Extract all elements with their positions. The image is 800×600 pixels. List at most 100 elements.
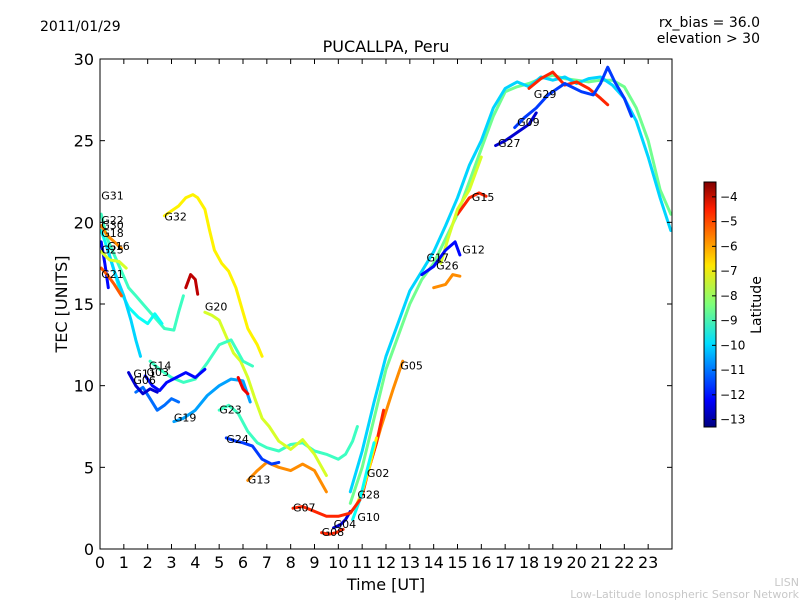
- x-tick-label: 19: [543, 553, 563, 572]
- x-axis-ticks: 0 1 2 3 4 5 6 7 8 9 10 11 12 13 14 15 16 17 18 19 20 21 22 23: [95, 59, 658, 572]
- prn-label-g30: G30: [101, 219, 124, 232]
- series-g15: [456, 191, 488, 216]
- chart-title: PUCALLPA, Peru: [323, 37, 450, 56]
- prn-label-g17: G17: [427, 252, 450, 265]
- y-tick-label: 15: [74, 295, 94, 314]
- y-tick-label: 10: [74, 377, 94, 396]
- x-tick-label: 22: [614, 553, 634, 572]
- series-g11: [127, 371, 159, 396]
- x-tick-label: 3: [166, 553, 176, 572]
- y-tick-label: 20: [74, 213, 94, 232]
- series-g18: [100, 240, 110, 290]
- prn-label-g22: G22: [101, 214, 124, 227]
- prn-label-g12: G12: [462, 243, 485, 256]
- series-g09: [513, 65, 633, 130]
- x-tick-label: 15: [447, 553, 467, 572]
- prn-label-g10: G10: [357, 511, 380, 524]
- prn-label-g25: G25: [101, 243, 124, 256]
- prn-label-g21: G21: [101, 268, 124, 281]
- prn-label-g29: G29: [534, 88, 557, 101]
- series-night-red: [236, 376, 250, 396]
- series-g13: [246, 460, 328, 494]
- series-layer: [100, 65, 672, 536]
- series-g06: [134, 385, 181, 412]
- footer-network: Low-Latitude Ionospheric Sensor Network: [570, 588, 799, 600]
- colorbar-tick-label: −7: [720, 264, 738, 278]
- colorbar-tick-label: −6: [720, 239, 738, 253]
- prn-label-g23: G23: [219, 403, 242, 416]
- prn-label-g09: G09: [517, 116, 540, 129]
- colorbar-tick-label: −5: [720, 215, 738, 229]
- prn-label-g15: G15: [472, 191, 495, 204]
- prn-label-g08: G08: [322, 526, 345, 539]
- prn-label-g18: G18: [101, 227, 124, 240]
- series-g16: [105, 247, 142, 358]
- x-tick-label: 14: [423, 553, 443, 572]
- y-tick-label: 25: [74, 132, 94, 151]
- x-tick-label: 13: [400, 553, 420, 572]
- series-main-day-2: [348, 75, 672, 494]
- series-g29: [527, 70, 610, 107]
- prn-label-g04: G04: [334, 518, 357, 531]
- x-tick-label: 18: [519, 553, 539, 572]
- y-tick-label: 30: [74, 50, 94, 69]
- colorbar-ticks: −4 −5 −6 −7 −8 −9 −10 −11 −12 −13: [712, 190, 745, 427]
- x-tick-label: 16: [471, 553, 491, 572]
- colorbar-tick-label: −4: [720, 190, 738, 204]
- x-tick-label: 2: [143, 553, 153, 572]
- series-g27: [494, 111, 538, 148]
- x-tick-label: 7: [262, 553, 272, 572]
- series-g21: [100, 266, 123, 298]
- y-axis-ticks: 0 5 10 15 20 25 30: [74, 50, 672, 559]
- y-tick-label: 5: [84, 458, 94, 477]
- series-g32: [162, 193, 264, 358]
- x-tick-label: 5: [214, 553, 224, 572]
- rx-bias-label: rx_bias = 36.0: [659, 15, 760, 31]
- series-g31: [100, 212, 185, 332]
- series-g24: [224, 436, 281, 466]
- colorbar-tick-label: −9: [720, 314, 738, 328]
- prn-label-g02: G02: [367, 467, 390, 480]
- x-tick-label: 17: [495, 553, 515, 572]
- x-tick-label: 9: [309, 553, 319, 572]
- series-g03: [143, 367, 207, 393]
- series-g23: [217, 403, 359, 461]
- x-axis-label: Time [UT]: [346, 575, 425, 594]
- colorbar-tick-label: −13: [720, 413, 745, 427]
- prn-label-g14: G14: [149, 359, 172, 372]
- prn-label-g05: G05: [400, 359, 423, 372]
- prn-label-g19: G19: [174, 412, 197, 425]
- series-g04: [332, 509, 352, 530]
- series-g20: [203, 310, 328, 477]
- series-g26: [432, 273, 462, 290]
- footer-lisn: LISN: [774, 576, 799, 589]
- colorbar-tick-label: −10: [720, 338, 745, 352]
- x-tick-label: 23: [638, 553, 658, 572]
- prn-label-g06: G06: [133, 374, 156, 387]
- series-g30: [100, 224, 123, 250]
- prn-label-g27: G27: [498, 137, 521, 150]
- x-tick-label: 4: [190, 553, 200, 572]
- prn-label-g28: G28: [357, 488, 380, 501]
- colorbar-label: Latitude: [749, 276, 765, 334]
- prn-label-g32: G32: [164, 211, 187, 224]
- prn-label-g11: G11: [133, 368, 156, 381]
- x-tick-label: 12: [376, 553, 396, 572]
- series-g10: [351, 441, 376, 522]
- prn-label-g20: G20: [205, 301, 228, 314]
- series-g07: [291, 498, 362, 518]
- x-tick-label: 20: [566, 553, 586, 572]
- prn-label-g03: G03: [147, 366, 170, 379]
- x-tick-label: 11: [352, 553, 372, 572]
- colorbar-tick-label: −12: [720, 388, 745, 402]
- prn-label-g16: G16: [107, 240, 130, 253]
- series-red-arc: [184, 273, 200, 296]
- x-tick-label: 1: [119, 553, 129, 572]
- prn-label-g31: G31: [101, 190, 124, 203]
- x-tick-label: 6: [238, 553, 248, 572]
- y-tick-label: 0: [84, 540, 94, 559]
- prn-label-g26: G26: [436, 260, 459, 273]
- series-g17: [420, 240, 462, 277]
